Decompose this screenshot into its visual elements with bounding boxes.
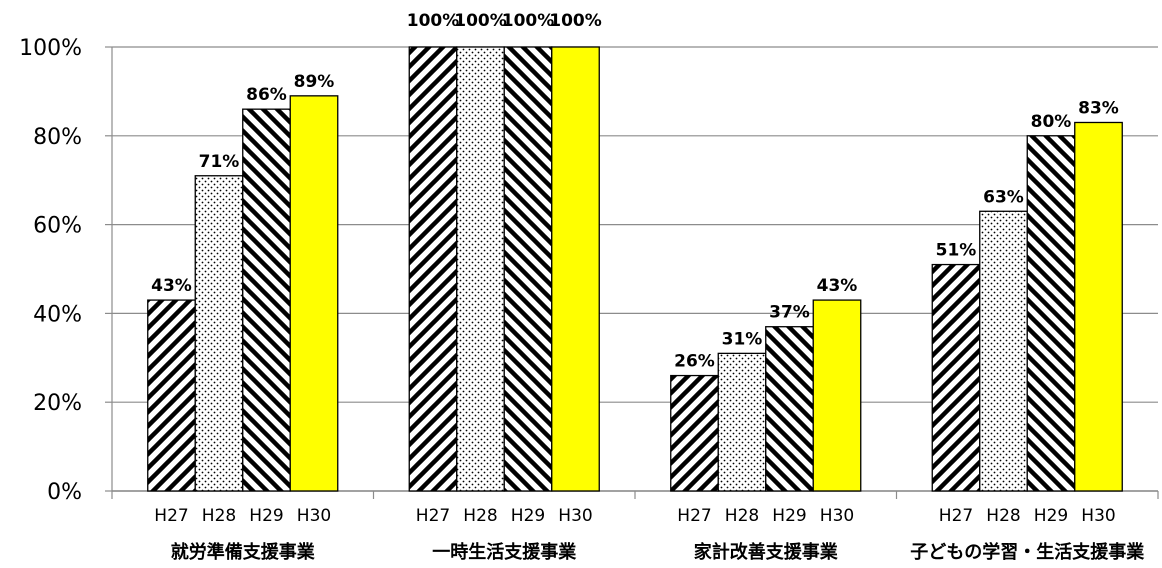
- bar-h27-3: [670, 374, 719, 492]
- category-label: 子どもの学習・生活支援事業: [910, 541, 1145, 563]
- category-label: 就労準備支援事業: [171, 541, 316, 563]
- x-tick-label: H27: [677, 506, 711, 526]
- x-tick-label: H28: [463, 506, 497, 526]
- x-tick-label: H29: [1034, 506, 1068, 526]
- x-tick-label: H28: [202, 506, 236, 526]
- x-tick-label: H30: [558, 506, 592, 526]
- data-label: 83%: [1078, 98, 1119, 118]
- y-tick-label: 20%: [33, 391, 82, 416]
- x-tick-label: H27: [154, 506, 188, 526]
- data-label: 80%: [1031, 112, 1072, 132]
- x-tick-label: H28: [986, 506, 1020, 526]
- y-tick-label: 60%: [33, 214, 82, 239]
- data-label: 100%: [549, 11, 602, 31]
- bar-h27-4: [931, 263, 981, 492]
- data-label: 51%: [936, 241, 977, 261]
- category-label: 家計改善支援事業: [694, 541, 839, 563]
- bar-h30-4: [1074, 121, 1123, 492]
- data-label: 100%: [407, 11, 460, 31]
- x-tick-label: H28: [725, 506, 759, 526]
- data-label: 43%: [817, 276, 858, 296]
- bar-h28-4: [979, 210, 1028, 492]
- bar-h29-2: [503, 46, 553, 492]
- bar-h27-1: [147, 299, 196, 492]
- x-tick-label: H27: [939, 506, 973, 526]
- bar-h30-3: [812, 299, 862, 492]
- data-label: 100%: [502, 11, 555, 31]
- x-tick-label: H29: [249, 506, 283, 526]
- data-label: 100%: [454, 11, 507, 31]
- data-label: 37%: [769, 303, 810, 323]
- y-tick-label: 80%: [33, 125, 82, 150]
- bar-h29-4: [1026, 135, 1076, 492]
- x-tick-label: H30: [820, 506, 854, 526]
- data-label: 71%: [199, 152, 240, 172]
- data-label: 43%: [151, 276, 192, 296]
- bar-h28-3: [717, 352, 767, 492]
- bar-h30-2: [551, 46, 600, 492]
- x-tick-label: H29: [511, 506, 545, 526]
- x-tick-label: H29: [772, 506, 806, 526]
- y-tick-label: 0%: [47, 480, 82, 505]
- bar-h28-1: [194, 175, 244, 492]
- bar-h30-1: [289, 95, 339, 492]
- data-label: 26%: [674, 352, 715, 372]
- bar-h29-3: [765, 326, 814, 492]
- y-tick-label: 100%: [19, 36, 82, 61]
- y-tick-label: 40%: [33, 302, 82, 327]
- data-label: 86%: [246, 85, 287, 105]
- data-label: 63%: [983, 187, 1024, 207]
- data-label: 31%: [722, 329, 763, 349]
- bar-h29-1: [242, 108, 291, 492]
- bar-h28-2: [456, 46, 505, 492]
- x-tick-label: H27: [416, 506, 450, 526]
- x-tick-label: H30: [297, 506, 331, 526]
- x-tick-label: H30: [1081, 506, 1115, 526]
- data-label: 89%: [294, 72, 335, 92]
- category-label: 一時生活支援事業: [432, 541, 577, 563]
- bar-h27-2: [408, 46, 458, 492]
